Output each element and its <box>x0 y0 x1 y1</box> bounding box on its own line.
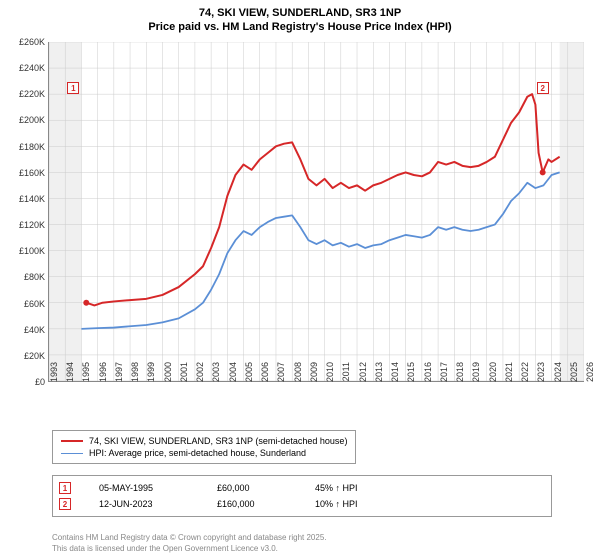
x-axis-tick: 2022 <box>520 362 530 392</box>
chart-marker-2: 2 <box>537 82 549 94</box>
x-axis-tick: 2009 <box>309 362 319 392</box>
chart-title: 74, SKI VIEW, SUNDERLAND, SR3 1NP Price … <box>0 0 600 35</box>
y-axis-tick: £220K <box>5 89 45 99</box>
x-axis-tick: 2000 <box>163 362 173 392</box>
y-axis-tick: £0 <box>5 377 45 387</box>
title-line-1: 74, SKI VIEW, SUNDERLAND, SR3 1NP <box>0 6 600 20</box>
x-axis-tick: 2018 <box>455 362 465 392</box>
y-axis-tick: £80K <box>5 272 45 282</box>
y-axis-tick: £140K <box>5 194 45 204</box>
x-axis-tick: 2017 <box>439 362 449 392</box>
x-axis-tick: 2013 <box>374 362 384 392</box>
events-table: 1 05-MAY-1995 £60,000 45% ↑ HPI 2 12-JUN-2023… <box>52 475 552 517</box>
legend-label: HPI: Average price, semi-detached house,… <box>89 448 306 458</box>
legend-item: 74, SKI VIEW, SUNDERLAND, SR3 1NP (semi-… <box>61 435 347 447</box>
x-axis-tick: 1997 <box>114 362 124 392</box>
x-axis-tick: 2025 <box>569 362 579 392</box>
y-axis-tick: £20K <box>5 351 45 361</box>
y-axis-tick: £180K <box>5 142 45 152</box>
x-axis-tick: 1993 <box>49 362 59 392</box>
x-axis-tick: 1996 <box>98 362 108 392</box>
x-axis-tick: 2006 <box>260 362 270 392</box>
chart-plot-area: £0£20K£40K£60K£80K£100K£120K£140K£160K£1… <box>48 42 584 382</box>
event-row: 1 05-MAY-1995 £60,000 45% ↑ HPI <box>59 480 545 496</box>
event-price: £160,000 <box>217 499 287 509</box>
y-axis-tick: £60K <box>5 299 45 309</box>
x-axis-tick: 2002 <box>195 362 205 392</box>
y-axis-tick: £260K <box>5 37 45 47</box>
x-axis-tick: 2021 <box>504 362 514 392</box>
x-axis-tick: 2005 <box>244 362 254 392</box>
legend: 74, SKI VIEW, SUNDERLAND, SR3 1NP (semi-… <box>52 430 356 464</box>
x-axis-tick: 1994 <box>65 362 75 392</box>
event-date: 12-JUN-2023 <box>99 499 189 509</box>
x-axis-tick: 2023 <box>536 362 546 392</box>
event-date: 05-MAY-1995 <box>99 483 189 493</box>
event-marker: 2 <box>59 498 71 510</box>
legend-item: HPI: Average price, semi-detached house,… <box>61 447 347 459</box>
y-axis-tick: £100K <box>5 246 45 256</box>
event-delta: 10% ↑ HPI <box>315 499 545 509</box>
x-axis-tick: 2014 <box>390 362 400 392</box>
legend-swatch <box>61 440 83 442</box>
event-delta: 45% ↑ HPI <box>315 483 545 493</box>
event-row: 2 12-JUN-2023 £160,000 10% ↑ HPI <box>59 496 545 512</box>
event-price: £60,000 <box>217 483 287 493</box>
x-axis-tick: 2020 <box>488 362 498 392</box>
x-axis-tick: 2004 <box>228 362 238 392</box>
y-axis-tick: £240K <box>5 63 45 73</box>
x-axis-tick: 2008 <box>293 362 303 392</box>
attribution-line-1: Contains HM Land Registry data © Crown c… <box>52 533 327 543</box>
x-axis-tick: 2011 <box>341 362 351 392</box>
x-axis-tick: 2019 <box>471 362 481 392</box>
x-axis-tick: 1998 <box>130 362 140 392</box>
x-axis-tick: 2007 <box>276 362 286 392</box>
x-axis-tick: 2010 <box>325 362 335 392</box>
title-line-2: Price paid vs. HM Land Registry's House … <box>0 20 600 34</box>
y-axis-tick: £120K <box>5 220 45 230</box>
x-axis-tick: 1995 <box>81 362 91 392</box>
y-axis-tick: £40K <box>5 325 45 335</box>
x-axis-tick: 2001 <box>179 362 189 392</box>
attribution: Contains HM Land Registry data © Crown c… <box>52 533 327 554</box>
x-axis-tick: 2024 <box>553 362 563 392</box>
legend-swatch <box>61 453 83 454</box>
chart-container: 74, SKI VIEW, SUNDERLAND, SR3 1NP Price … <box>0 0 600 560</box>
chart-svg <box>49 42 584 381</box>
chart-marker-1: 1 <box>67 82 79 94</box>
x-axis-tick: 2026 <box>585 362 595 392</box>
x-axis-tick: 1999 <box>146 362 156 392</box>
attribution-line-2: This data is licensed under the Open Gov… <box>52 544 327 554</box>
x-axis-tick: 2016 <box>423 362 433 392</box>
y-axis-tick: £200K <box>5 115 45 125</box>
event-marker: 1 <box>59 482 71 494</box>
y-axis-tick: £160K <box>5 168 45 178</box>
legend-label: 74, SKI VIEW, SUNDERLAND, SR3 1NP (semi-… <box>89 436 347 446</box>
x-axis-tick: 2015 <box>406 362 416 392</box>
x-axis-tick: 2012 <box>358 362 368 392</box>
x-axis-tick: 2003 <box>211 362 221 392</box>
